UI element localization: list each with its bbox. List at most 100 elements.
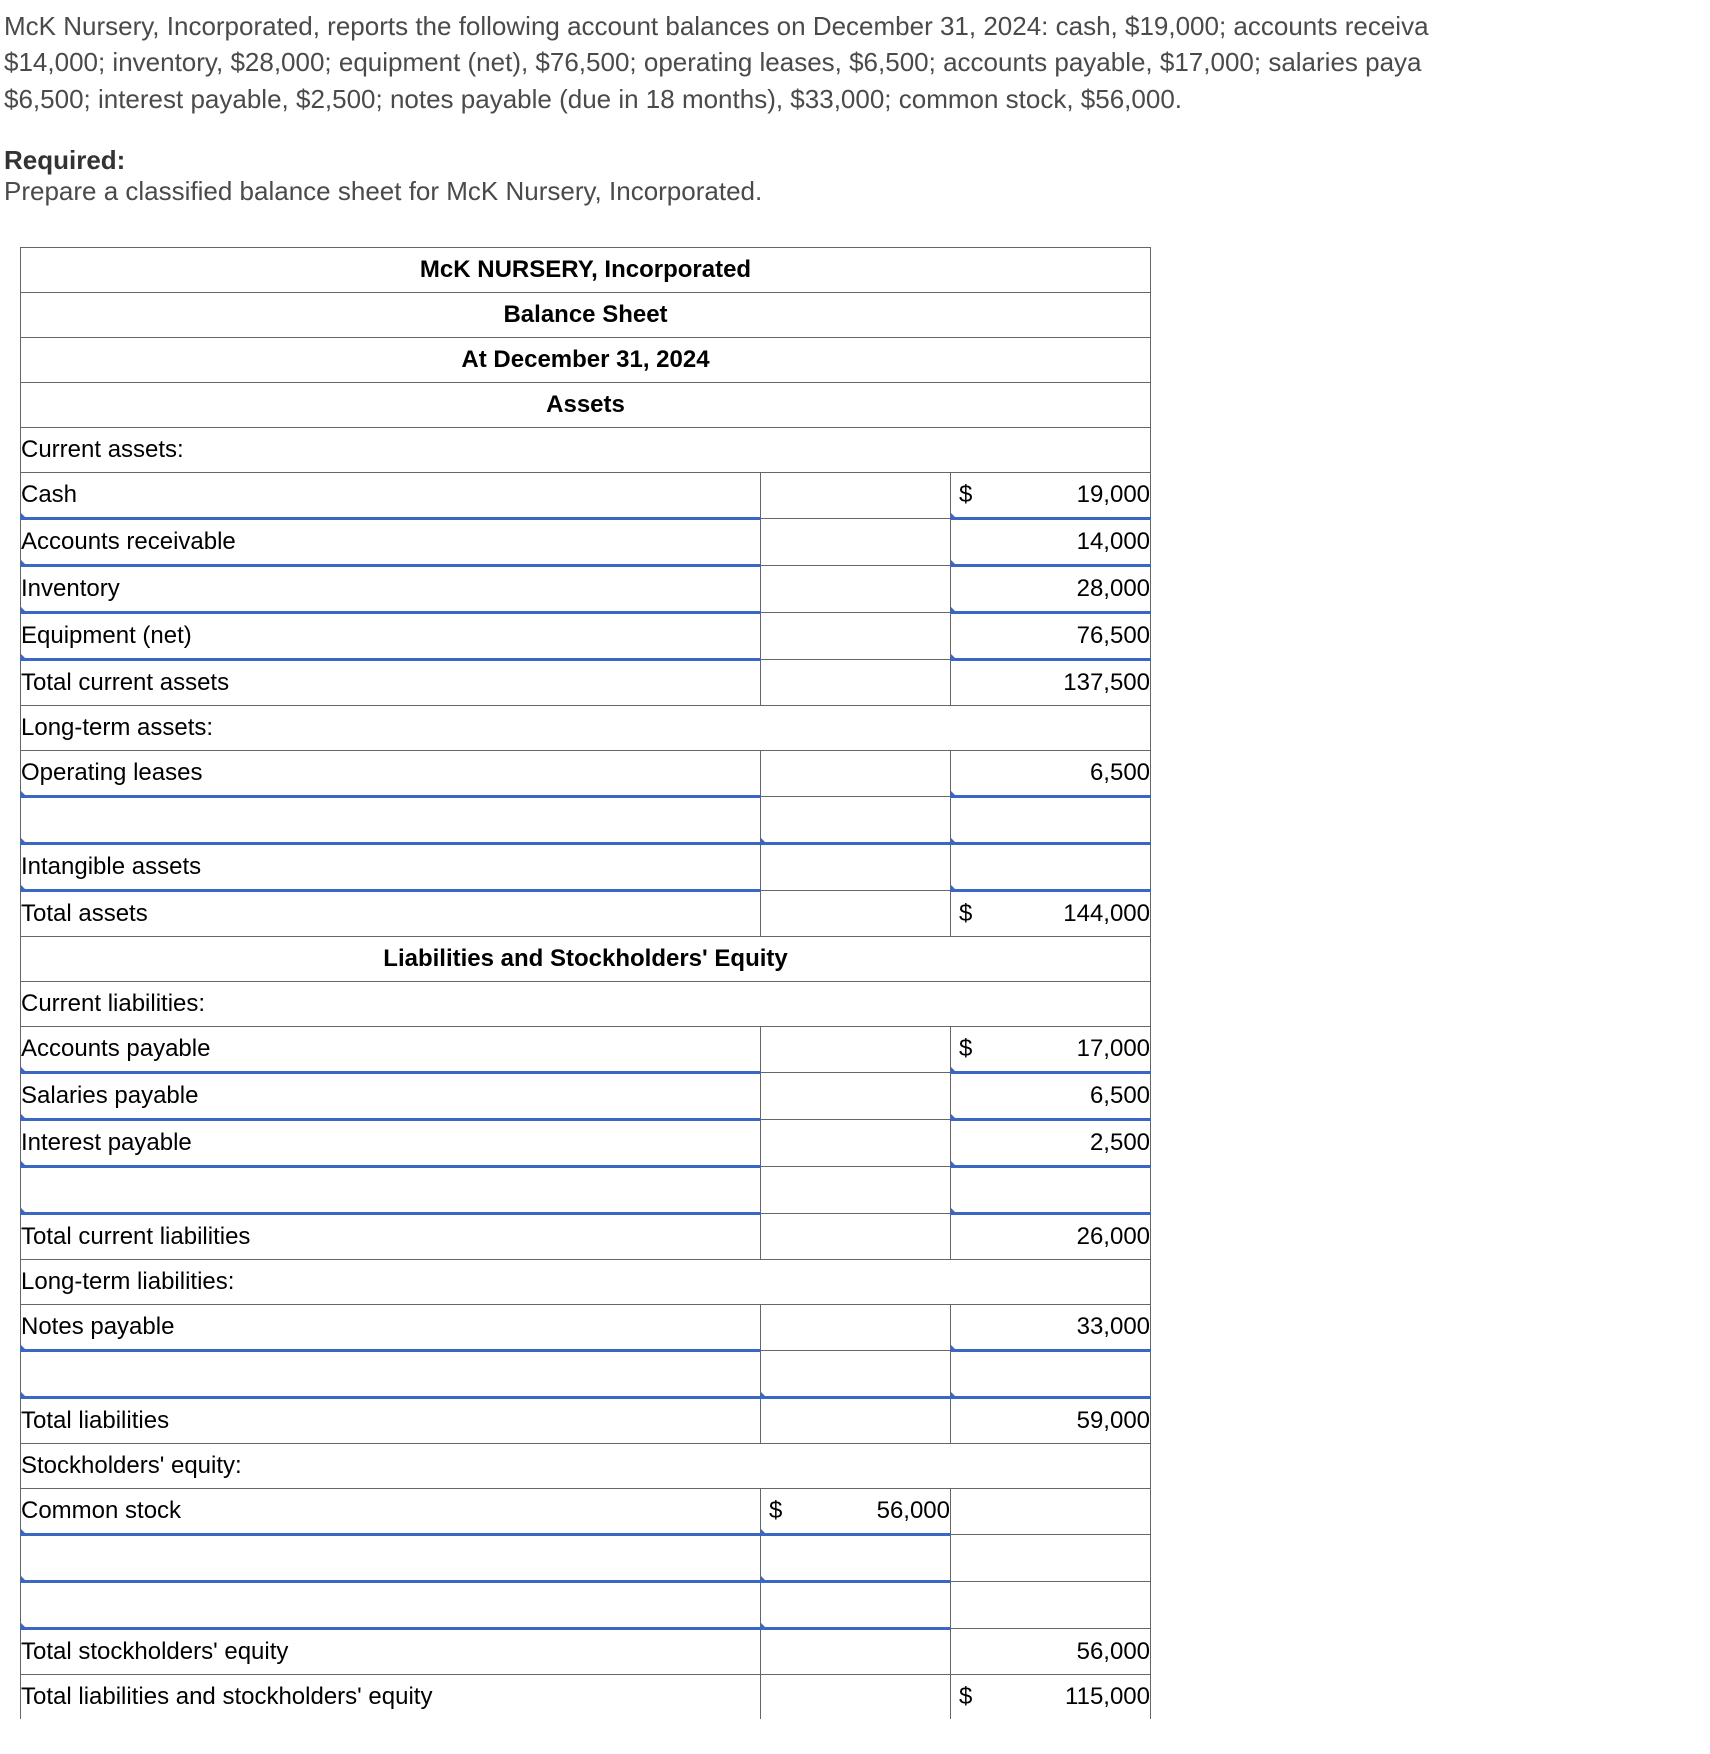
- tcl-col1[interactable]: [761, 1214, 951, 1260]
- ar-amount[interactable]: 14,000: [951, 519, 1151, 566]
- common-stock-amount[interactable]: $56,000: [761, 1489, 951, 1535]
- blank-ltliab-row[interactable]: [21, 1351, 761, 1398]
- sheet-title-company: McK NURSERY, Incorporated: [21, 248, 1151, 293]
- tlse-col1[interactable]: [761, 1675, 951, 1720]
- tca-value: 137,500: [1063, 669, 1150, 696]
- blank-se2-col2[interactable]: [951, 1582, 1151, 1629]
- dollar-sign: $: [769, 1497, 782, 1525]
- balance-sheet: McK NURSERY, Incorporated Balance Sheet …: [20, 247, 1710, 1719]
- total-se-label: Total stockholders' equity: [21, 1629, 761, 1675]
- blank-asset-row[interactable]: [21, 797, 761, 844]
- total-current-assets-amount[interactable]: 137,500: [951, 660, 1151, 706]
- ta-col1[interactable]: [761, 891, 951, 937]
- tlse-value: 115,000: [1065, 1683, 1150, 1710]
- sp-col1[interactable]: [761, 1073, 951, 1120]
- operating-leases-label[interactable]: Operating leases: [21, 751, 761, 797]
- ol-value: 6,500: [1090, 759, 1150, 786]
- blank-liab-row[interactable]: [21, 1167, 761, 1214]
- problem-statement: McK Nursery, Incorporated, reports the f…: [0, 0, 1710, 117]
- se-label: Stockholders' equity:: [21, 1444, 1151, 1489]
- ip-col1[interactable]: [761, 1120, 951, 1167]
- liab-se-heading: Liabilities and Stockholders' Equity: [21, 937, 1151, 982]
- blank-se2-col1[interactable]: [761, 1582, 951, 1629]
- cash-col1[interactable]: [761, 473, 951, 519]
- blank-se-row-1[interactable]: [21, 1535, 761, 1582]
- total-current-liab-amount[interactable]: 26,000: [951, 1214, 1151, 1260]
- blank-liab-col1[interactable]: [761, 1167, 951, 1214]
- blank-liab-col2[interactable]: [951, 1167, 1151, 1214]
- salaries-payable-label[interactable]: Salaries payable: [21, 1073, 761, 1120]
- equipment-amount[interactable]: 76,500: [951, 613, 1151, 660]
- blank-ltliab-col1[interactable]: [761, 1351, 951, 1398]
- notes-payable-label[interactable]: Notes payable: [21, 1305, 761, 1351]
- equipment-value: 76,500: [1077, 622, 1150, 649]
- total-assets-label: Total assets: [21, 891, 761, 937]
- ap-amount[interactable]: $17,000: [951, 1027, 1151, 1073]
- ap-col1[interactable]: [761, 1027, 951, 1073]
- cash-label[interactable]: Cash: [21, 473, 761, 519]
- ip-value: 2,500: [1090, 1129, 1150, 1156]
- intangible-amount[interactable]: [951, 844, 1151, 891]
- sheet-title-report: Balance Sheet: [21, 293, 1151, 338]
- cs-value: 56,000: [877, 1497, 950, 1524]
- blank-se1-col2[interactable]: [951, 1535, 1151, 1582]
- dollar-sign: $: [959, 1035, 972, 1063]
- ol-col1[interactable]: [761, 751, 951, 797]
- ap-label[interactable]: Accounts payable: [21, 1027, 761, 1073]
- ar-label[interactable]: Accounts receivable: [21, 519, 761, 566]
- inventory-value: 28,000: [1077, 575, 1150, 602]
- required-block: Required: Prepare a classified balance s…: [0, 145, 1710, 207]
- problem-line-3: $6,500; interest payable, $2,500; notes …: [4, 84, 1182, 114]
- blank-se1-col1[interactable]: [761, 1535, 951, 1582]
- current-liab-label: Current liabilities:: [21, 982, 1151, 1027]
- cash-amount[interactable]: $19,000: [951, 473, 1151, 519]
- tcl-value: 26,000: [1077, 1223, 1150, 1250]
- interest-payable-label[interactable]: Interest payable: [21, 1120, 761, 1167]
- tca-col1[interactable]: [761, 660, 951, 706]
- blank-asset-col1[interactable]: [761, 797, 951, 844]
- ta-value: 144,000: [1063, 900, 1150, 927]
- salaries-payable-amount[interactable]: 6,500: [951, 1073, 1151, 1120]
- common-stock-label[interactable]: Common stock: [21, 1489, 761, 1535]
- total-se-amount[interactable]: 56,000: [951, 1629, 1151, 1675]
- blank-ltliab-col2[interactable]: [951, 1351, 1151, 1398]
- sheet-title-date: At December 31, 2024: [21, 338, 1151, 383]
- total-liab-se-label: Total liabilities and stockholders' equi…: [21, 1675, 761, 1720]
- long-term-assets-label: Long-term assets:: [21, 706, 1151, 751]
- inventory-label[interactable]: Inventory: [21, 566, 761, 613]
- intangible-col1[interactable]: [761, 844, 951, 891]
- equipment-col1[interactable]: [761, 613, 951, 660]
- tse-col1[interactable]: [761, 1629, 951, 1675]
- interest-payable-amount[interactable]: 2,500: [951, 1120, 1151, 1167]
- cash-value: 19,000: [1077, 481, 1150, 508]
- equipment-label[interactable]: Equipment (net): [21, 613, 761, 660]
- total-liab-amount[interactable]: 59,000: [951, 1398, 1151, 1444]
- current-assets-label: Current assets:: [21, 428, 1151, 473]
- total-liab-se-amount[interactable]: $115,000: [951, 1675, 1151, 1720]
- required-label: Required:: [4, 145, 1710, 176]
- total-liab-label: Total liabilities: [21, 1398, 761, 1444]
- long-term-liab-label: Long-term liabilities:: [21, 1260, 1151, 1305]
- dollar-sign: $: [959, 481, 972, 509]
- np-col1[interactable]: [761, 1305, 951, 1351]
- ar-col1[interactable]: [761, 519, 951, 566]
- inventory-col1[interactable]: [761, 566, 951, 613]
- blank-asset-col2[interactable]: [951, 797, 1151, 844]
- balance-sheet-table: McK NURSERY, Incorporated Balance Sheet …: [20, 247, 1151, 1719]
- intangible-label[interactable]: Intangible assets: [21, 844, 761, 891]
- problem-line-1: McK Nursery, Incorporated, reports the f…: [4, 11, 1429, 41]
- total-assets-amount[interactable]: $144,000: [951, 891, 1151, 937]
- cs-col2[interactable]: [951, 1489, 1151, 1535]
- operating-leases-amount[interactable]: 6,500: [951, 751, 1151, 797]
- tl-col1[interactable]: [761, 1398, 951, 1444]
- tse-value: 56,000: [1077, 1638, 1150, 1665]
- dollar-sign: $: [959, 900, 972, 928]
- tl-value: 59,000: [1077, 1407, 1150, 1434]
- blank-se-row-2[interactable]: [21, 1582, 761, 1629]
- notes-payable-amount[interactable]: 33,000: [951, 1305, 1151, 1351]
- ar-value: 14,000: [1077, 528, 1150, 555]
- total-current-liab-label: Total current liabilities: [21, 1214, 761, 1260]
- dollar-sign: $: [959, 1683, 972, 1711]
- inventory-amount[interactable]: 28,000: [951, 566, 1151, 613]
- required-text: Prepare a classified balance sheet for M…: [4, 176, 1710, 207]
